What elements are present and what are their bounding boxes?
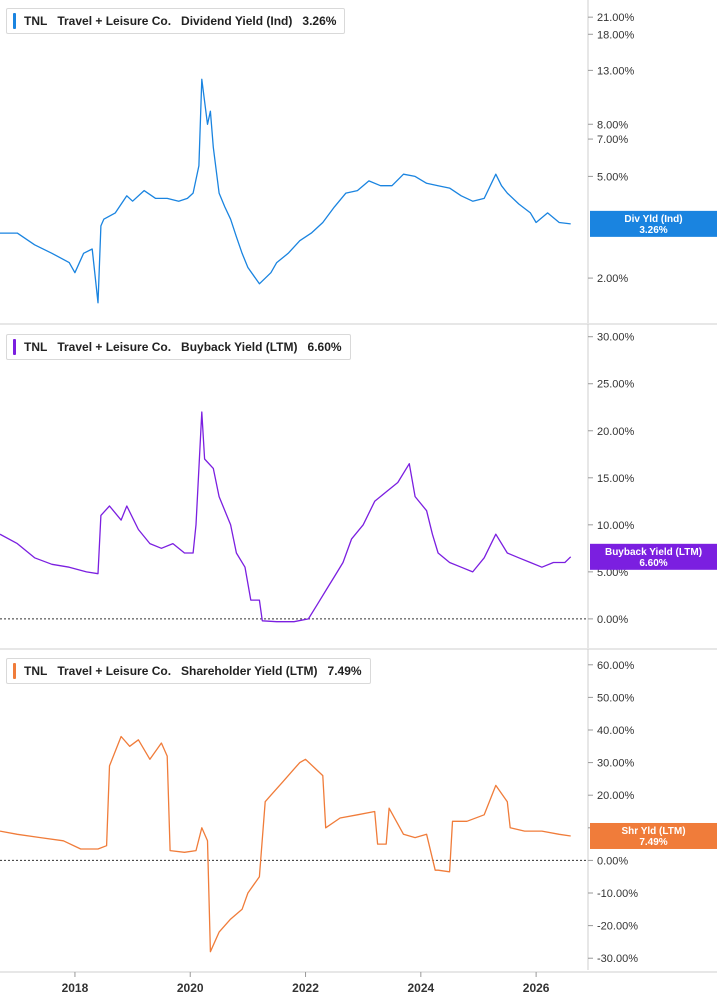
y-tick-label: -10.00% [597, 888, 638, 900]
tag-label: Buyback Yield (LTM) [605, 547, 702, 558]
series-line [0, 411, 572, 623]
y-tick-label: 7.00% [597, 134, 628, 146]
y-tick-label: 0.00% [597, 614, 628, 626]
y-tick-label: 50.00% [597, 692, 635, 704]
tag-background [590, 210, 717, 237]
x-tick-label: 2018 [62, 981, 89, 995]
legend-ticker: TNL [24, 664, 48, 678]
x-tick-label: 2020 [177, 981, 204, 995]
legend-company: Travel + Leisure Co. [57, 664, 172, 678]
y-tick-label: 13.00% [597, 65, 635, 77]
legend-buyback-yield: TNL Travel + Leisure Co. Buyback Yield (… [6, 334, 351, 360]
chart-panels: 21.00% 18.00% 13.00% 8.00% 7.00% 5.00% 2.00% Di… [0, 0, 717, 970]
y-tick-label: -30.00% [597, 953, 638, 965]
series-color-swatch [13, 339, 16, 355]
series-line [0, 735, 571, 953]
tag-label: Shr Yld (LTM) [621, 826, 685, 837]
x-tick-label: 2024 [407, 981, 434, 995]
series-line [0, 78, 571, 304]
y-tick-label: 5.00% [597, 567, 628, 579]
tag-background [590, 822, 717, 849]
series-color-swatch [13, 13, 16, 29]
legend-value: 6.60% [307, 340, 342, 354]
tag-label: Div Yld (Ind) [624, 214, 682, 225]
tag-background [590, 543, 717, 570]
current-value-tag: Buyback Yield (LTM)6.60% [590, 543, 717, 570]
chart-panel-2: 30.00% 25.00% 20.00% 15.00% 10.00% 5.00% 0.00%… [0, 323, 717, 648]
legend-dividend-yield: TNL Travel + Leisure Co. Dividend Yield … [6, 8, 346, 34]
x-tick-label: 2022 [292, 981, 319, 995]
legend-metric: Dividend Yield (Ind) [181, 14, 293, 28]
legend-ticker: TNL [24, 340, 48, 354]
legend-company: Travel + Leisure Co. [57, 340, 172, 354]
y-tick-label: 2.00% [597, 273, 628, 285]
current-value-tag: Div Yld (Ind)3.26% [590, 210, 717, 237]
legend-metric: Shareholder Yield (LTM) [181, 664, 318, 678]
y-tick-label: 30.00% [597, 332, 635, 344]
legend-shareholder-yield: TNL Travel + Leisure Co. Shareholder Yie… [6, 658, 371, 684]
tag-value: 7.49% [639, 837, 667, 848]
y-tick-label: 18.00% [597, 29, 635, 41]
y-tick-label: 21.00% [597, 12, 635, 24]
tag-value: 3.26% [639, 225, 667, 236]
y-tick-label: 15.00% [597, 473, 635, 485]
current-value-tag: Shr Yld (LTM)7.49% [590, 822, 717, 849]
chart-panel-3: 60.00%50.00%40.00%30.00%20.00%10.00%0.00… [0, 648, 717, 970]
y-tick-label: 5.00% [597, 171, 628, 183]
y-tick-label: 60.00% [597, 660, 635, 672]
tag-value: 6.60% [639, 558, 667, 569]
legend-ticker: TNL [24, 14, 48, 28]
chart-panel-1: 21.00% 18.00% 13.00% 8.00% 7.00% 5.00% 2.00% Di… [0, 0, 717, 323]
y-tick-label: 20.00% [597, 426, 635, 438]
y-tick-label: 8.00% [597, 119, 628, 131]
legend-metric: Buyback Yield (LTM) [181, 340, 298, 354]
y-tick-label: 10.00% [597, 520, 635, 532]
series-color-swatch [13, 663, 16, 679]
y-tick-label: -20.00% [597, 921, 638, 933]
y-tick-label: 0.00% [597, 855, 628, 867]
y-tick-label: 25.00% [597, 379, 635, 391]
x-tick-label: 2026 [523, 981, 550, 995]
legend-company: Travel + Leisure Co. [57, 14, 172, 28]
y-tick-label: 30.00% [597, 758, 635, 770]
x-axis: 2018 2020 2022 2024 2026 [0, 971, 717, 995]
legend-value: 7.49% [327, 664, 362, 678]
y-tick-label: 20.00% [597, 790, 635, 802]
y-tick-label: 40.00% [597, 725, 635, 737]
legend-value: 3.26% [302, 14, 337, 28]
